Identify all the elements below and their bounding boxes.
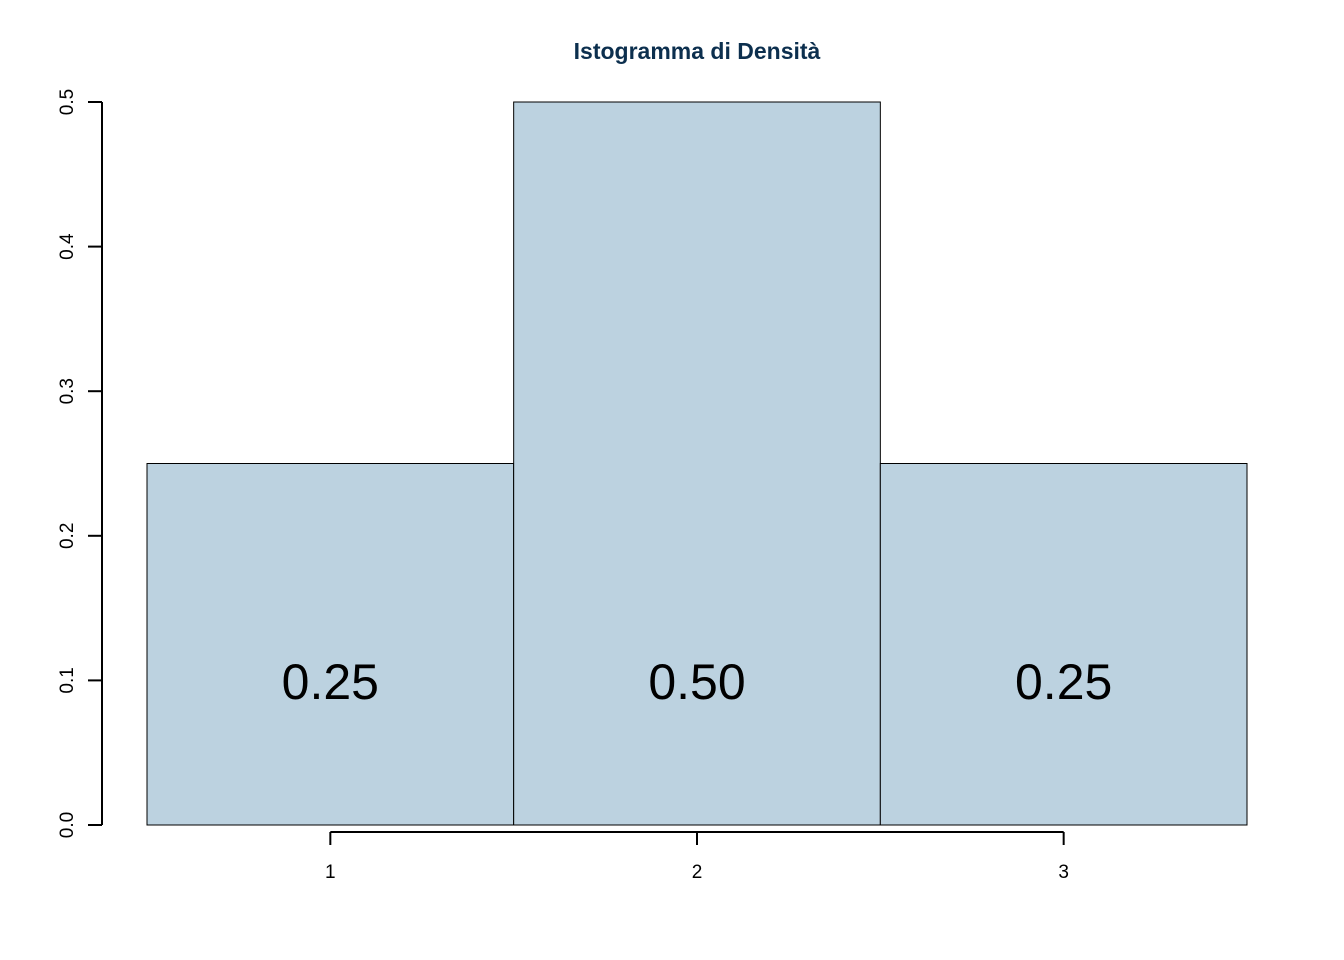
y-axis: 0.0 0.1 0.2 0.3 0.4 0.5	[57, 89, 103, 838]
x-axis: 1 2 3	[325, 831, 1069, 883]
histogram-bar-2	[513, 101, 881, 826]
x-tick-label: 2	[692, 862, 703, 883]
bar-value-label-3: 0.25	[1015, 654, 1112, 710]
bar-value-label-1: 0.25	[282, 654, 379, 710]
y-tick-label: 0.1	[57, 667, 78, 693]
chart-title: Istogramma di Densità	[574, 38, 821, 64]
y-tick-label: 0.4	[57, 233, 78, 260]
y-tick-label: 0.3	[57, 378, 78, 404]
x-tick-label: 3	[1058, 862, 1069, 883]
y-tick-label: 0.2	[57, 523, 78, 549]
y-tick-label: 0.0	[57, 812, 78, 838]
bars-group	[146, 101, 1248, 826]
bar-value-label-2: 0.50	[648, 654, 745, 710]
histogram-bar-1	[146, 463, 515, 826]
x-tick-label: 1	[325, 862, 336, 883]
histogram-bar-3	[879, 463, 1248, 826]
y-tick-label: 0.5	[57, 89, 78, 115]
data-labels-group: 0.25 0.50 0.25	[282, 654, 1113, 710]
